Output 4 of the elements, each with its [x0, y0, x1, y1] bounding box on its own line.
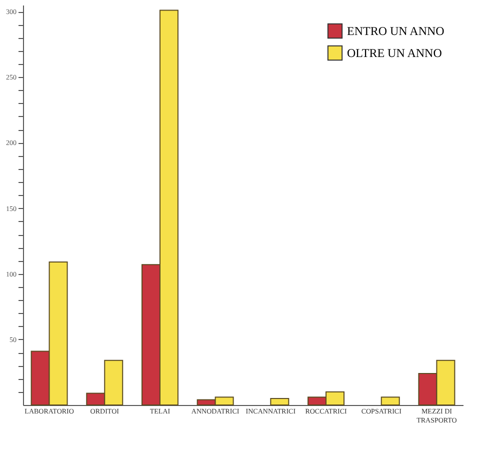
bar [380, 396, 400, 406]
legend-label: ENTRO UN ANNO [347, 24, 445, 38]
legend-label: OLTRE UN ANNO [347, 46, 442, 60]
bar [270, 398, 290, 406]
